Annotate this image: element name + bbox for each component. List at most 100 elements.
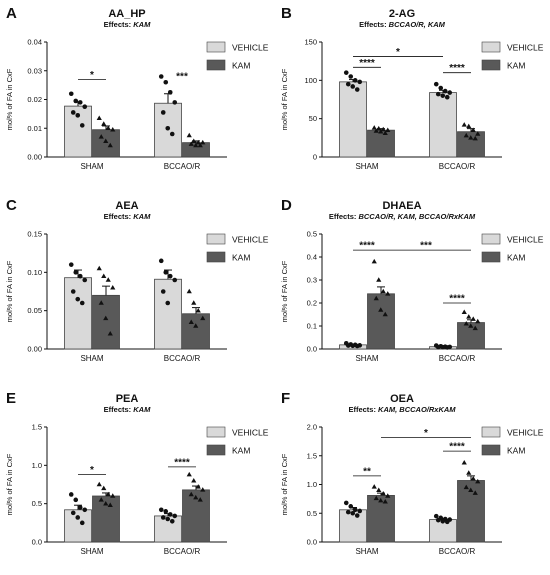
data-point-kam: [188, 319, 194, 324]
chart-subtitle: Effects: BCCAO/R, KAM, BCCAO/RxKAM: [329, 212, 476, 221]
data-point-kam: [463, 321, 469, 326]
data-point-vehicle: [444, 94, 450, 100]
data-point-kam: [385, 493, 391, 498]
category-label: BCCAO/R: [164, 162, 201, 171]
y-axis-label: mol% of FA in CxF: [5, 68, 14, 130]
data-point-kam: [101, 273, 107, 278]
data-point-kam: [105, 277, 111, 282]
data-point-kam: [385, 291, 391, 296]
data-point-kam: [376, 487, 382, 493]
y-tick-label: 0.0: [32, 538, 42, 547]
data-point-vehicle: [440, 519, 446, 524]
data-point-vehicle: [79, 123, 85, 128]
y-axis-label: mol% of FA in CxF: [280, 68, 289, 130]
y-tick-label: 0.00: [27, 153, 42, 162]
bar: [92, 129, 120, 158]
data-point-kam: [468, 487, 474, 493]
panel-letter: C: [6, 197, 17, 214]
legend-label: KAM: [507, 61, 525, 71]
subtitle-effects: BCCAO/R, KAM: [389, 20, 446, 29]
legend-swatch: [206, 41, 226, 53]
panel-letter: B: [281, 5, 292, 22]
legend-label: KAM: [232, 253, 250, 263]
data-point-vehicle: [82, 277, 88, 283]
data-point-kam: [197, 142, 203, 148]
data-point-vehicle: [433, 81, 439, 87]
data-point-kam: [463, 132, 469, 138]
subtitle-prefix: Effects:: [359, 20, 389, 29]
category-label: BCCAO/R: [439, 354, 476, 363]
data-point-vehicle: [167, 512, 173, 517]
data-point-kam: [468, 135, 474, 140]
data-point-vehicle: [352, 78, 358, 83]
category-label: SHAM: [80, 547, 103, 556]
data-point-kam: [96, 115, 102, 120]
data-point-kam: [472, 490, 478, 495]
data-point-kam: [466, 470, 472, 475]
bar: [367, 129, 395, 158]
data-point-vehicle: [354, 513, 360, 518]
data-point-kam: [470, 316, 476, 321]
data-point-kam: [475, 318, 481, 324]
legend-swatch: [481, 444, 501, 456]
legend-swatch: [481, 233, 501, 245]
y-tick-label: 0.02: [27, 95, 42, 104]
subtitle-effects: KAM: [133, 20, 151, 29]
y-tick-label: 0.03: [27, 66, 42, 75]
category-label: BCCAO/R: [164, 354, 201, 363]
data-point-vehicle: [158, 507, 164, 513]
significance-label: ****: [449, 294, 465, 305]
legend-swatch: [481, 426, 501, 438]
data-point-kam: [378, 307, 384, 312]
data-point-kam: [470, 127, 476, 132]
legend-swatch: [206, 251, 226, 263]
data-point-vehicle: [77, 273, 83, 279]
data-point-kam: [96, 481, 102, 487]
legend-swatch: [206, 444, 226, 456]
significance-label: ****: [449, 442, 465, 453]
y-tick-label: 0.1: [307, 322, 317, 331]
data-point-vehicle: [354, 343, 360, 349]
data-point-kam: [98, 300, 104, 305]
data-point-kam: [191, 300, 197, 305]
chart-subtitle: Effects: KAM: [104, 405, 151, 414]
data-point-vehicle: [172, 277, 178, 283]
data-point-kam: [110, 126, 116, 132]
data-point-vehicle: [77, 100, 83, 105]
data-point-kam: [186, 471, 192, 477]
legend-label: VEHICLE: [232, 43, 269, 53]
significance-label: ****: [359, 58, 375, 69]
data-point-vehicle: [169, 131, 175, 137]
bar: [339, 81, 367, 158]
chart-subtitle: Effects: KAM, BCCAO/RxKAM: [348, 405, 456, 414]
data-point-kam: [195, 484, 201, 489]
bar: [367, 495, 395, 543]
data-point-kam: [103, 138, 109, 143]
data-point-kam: [472, 135, 478, 141]
data-point-vehicle: [438, 85, 444, 91]
subtitle-prefix: Effects:: [329, 212, 359, 221]
subtitle-effects: KAM: [133, 212, 151, 221]
chart-title: DHAEA: [382, 200, 421, 212]
data-point-vehicle: [172, 100, 178, 105]
data-point-kam: [200, 315, 206, 321]
data-point-vehicle: [158, 74, 164, 79]
category-label: SHAM: [80, 354, 103, 363]
chart-title: 2-AG: [389, 8, 415, 20]
category-label: BCCAO/R: [439, 547, 476, 556]
data-point-vehicle: [165, 300, 171, 306]
data-point-kam: [96, 265, 102, 271]
subtitle-prefix: Effects:: [104, 212, 134, 221]
legend-label: KAM: [232, 61, 250, 71]
data-point-kam: [380, 491, 386, 496]
data-point-kam: [107, 330, 113, 336]
data-point-vehicle: [167, 273, 173, 279]
chart-title: PEA: [116, 393, 139, 405]
data-point-kam: [376, 125, 382, 131]
data-point-vehicle: [68, 262, 74, 267]
data-point-vehicle: [352, 507, 358, 513]
panel-letter: E: [6, 390, 16, 407]
